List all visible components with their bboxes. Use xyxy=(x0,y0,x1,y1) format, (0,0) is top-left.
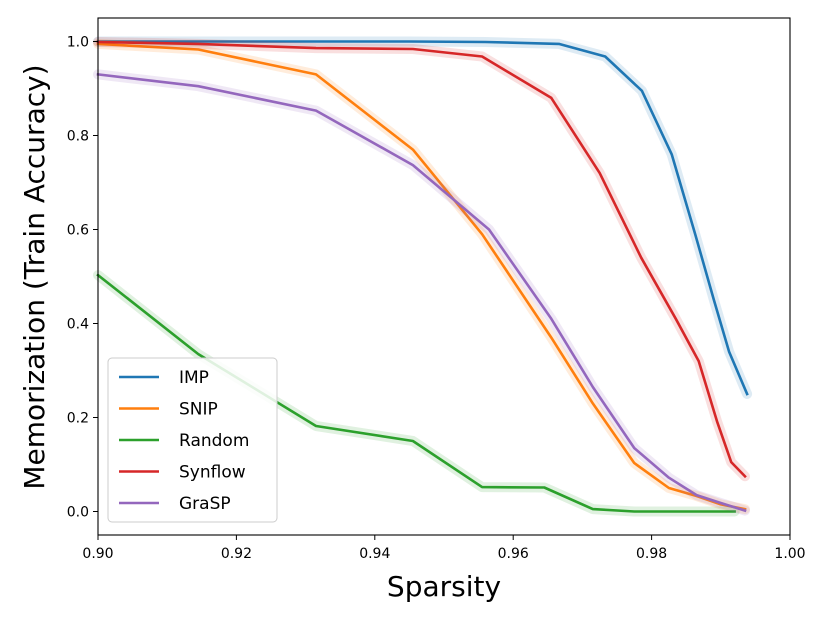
y-tick-label: 1.0 xyxy=(67,35,89,51)
series-line-imp xyxy=(96,40,749,396)
y-tick-label: 0.8 xyxy=(67,129,89,145)
series-line-synflow xyxy=(96,40,747,479)
legend-label-imp: IMP xyxy=(179,368,209,388)
legend-label-random: Random xyxy=(179,431,249,451)
y-tick-label: 0.4 xyxy=(67,317,89,333)
legend-item-snip: SNIP xyxy=(119,400,218,420)
x-tick-label: 0.94 xyxy=(359,546,390,562)
legend-item-synflow: Synflow xyxy=(119,463,246,483)
x-tick-label: 1.00 xyxy=(774,546,805,562)
y-axis: 0.0 0.2 0.4 0.6 0.8 1.0 xyxy=(67,35,98,521)
y-axis-label: Memorization (Train Accuracy) xyxy=(18,64,51,489)
plot-frame xyxy=(97,17,791,536)
x-tick-label: 0.92 xyxy=(221,546,252,562)
legend-item-grasp: GraSP xyxy=(119,494,231,514)
x-tick-label: 0.90 xyxy=(82,546,113,562)
x-axis: 0.90 0.92 0.94 0.96 0.98 1.00 xyxy=(82,535,806,562)
series-line-random xyxy=(96,273,736,513)
y-tick-label: 0.6 xyxy=(67,223,89,239)
series-line-grasp xyxy=(96,72,747,513)
legend: IMP SNIP Random Synflow GraSP xyxy=(107,357,278,523)
y-tick-label: 0.0 xyxy=(67,505,89,521)
series-layer xyxy=(93,36,753,517)
x-tick-label: 0.96 xyxy=(498,546,529,562)
legend-label-grasp: GraSP xyxy=(179,494,231,514)
legend-box xyxy=(107,357,278,523)
x-axis-label: Sparsity xyxy=(387,570,501,603)
legend-item-random: Random xyxy=(119,431,249,451)
legend-label-synflow: Synflow xyxy=(179,463,246,483)
legend-item-imp: IMP xyxy=(119,368,209,388)
legend-label-snip: SNIP xyxy=(179,400,218,420)
y-tick-label: 0.2 xyxy=(67,411,89,427)
x-tick-label: 0.98 xyxy=(636,546,667,562)
